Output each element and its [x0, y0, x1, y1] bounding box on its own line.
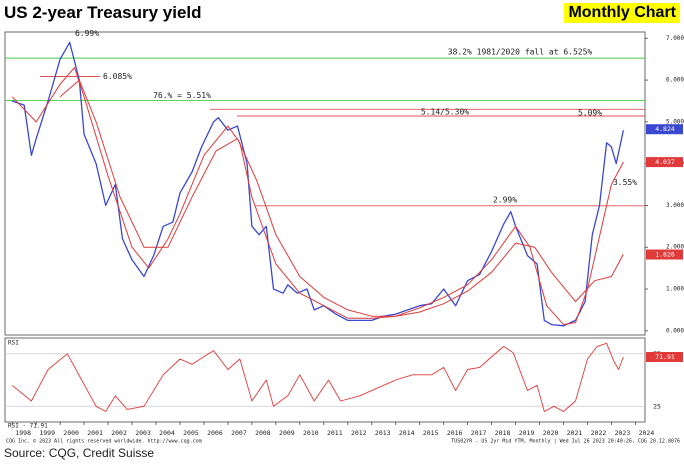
main-panel: [4, 31, 646, 336]
x-tick-label: 2021: [567, 429, 583, 437]
x-tick-label: 2001: [87, 429, 103, 437]
rsi-tick-label: 25: [653, 402, 661, 410]
x-tick-label: 2011: [327, 429, 343, 437]
y-tick-label: 3.000: [666, 202, 684, 209]
chart-title: US 2-year Treasury yield: [4, 3, 202, 22]
x-tick-label: 2005: [183, 429, 199, 437]
level-label: 5.14/5.30%: [421, 108, 469, 117]
yield-line: [11, 41, 625, 327]
price-label-box: [646, 157, 683, 168]
x-tick-label: 2000: [63, 429, 79, 437]
x-tick-label: 2014: [399, 429, 415, 437]
level-label: 6.085%: [103, 72, 132, 81]
price-label: 4.037: [655, 158, 675, 166]
level-label: 2.99%: [493, 195, 517, 204]
x-tick-label: 2012: [351, 429, 367, 437]
x-tick-label: 2019: [519, 429, 535, 437]
x-tick-label: 2018: [495, 429, 511, 437]
moving-average: [59, 79, 624, 317]
x-tick-label: 2002: [111, 429, 127, 437]
source: Source: CQG, Credit Suisse: [4, 446, 155, 460]
x-tick-label: 2016: [447, 429, 463, 437]
x-tick-label: 2023: [615, 429, 631, 437]
chart: CQG Inc. © 2023 All rights reserved worl…: [4, 29, 684, 445]
x-tick-label: 2004: [159, 429, 175, 437]
x-tick-label: 2022: [591, 429, 607, 437]
rsi-legend: RSI - 71.91: [8, 423, 48, 430]
price-label: 4.824: [655, 125, 675, 133]
level-label: 38.2% 1981/2020 fall at 6.525%: [448, 48, 593, 57]
rsi-line: [11, 342, 624, 412]
x-tick-label: 2008: [255, 429, 271, 437]
moving-average: [11, 67, 624, 326]
y-tick-label: 1.000: [666, 286, 684, 293]
x-tick-label: 2010: [303, 429, 319, 437]
note-label: 3.55%: [613, 178, 637, 187]
x-tick-label: 1998: [15, 429, 31, 437]
x-tick-label: 2020: [543, 429, 559, 437]
note-label: 6.99%: [75, 29, 99, 38]
x-tick-label: 1999: [39, 429, 55, 437]
x-tick-label: 2009: [279, 429, 295, 437]
x-tick-label: 2007: [231, 429, 247, 437]
rsi-last-box: [646, 351, 683, 362]
y-tick-label: 5.000: [666, 118, 684, 125]
x-tick-label: 2013: [375, 429, 391, 437]
footer-right: TUS02YR - US 2yr Mid YTM, Monthly | Wed …: [451, 439, 680, 445]
x-tick-label: 2017: [471, 429, 487, 437]
price-label-box: [646, 124, 683, 135]
level-label: 76.% = 5.51%: [153, 91, 211, 100]
y-tick-label: 7.000: [666, 35, 684, 42]
price-label-box: [646, 249, 683, 260]
x-tick-label: 2024: [639, 429, 655, 437]
price-label: 1.826: [655, 251, 675, 259]
y-tick-label: 6.000: [666, 77, 684, 84]
footer-left: CQG Inc. © 2023 All rights reserved worl…: [6, 439, 202, 445]
y-tick-label: 0.000: [666, 327, 684, 334]
x-tick-label: 2006: [207, 429, 223, 437]
note-label: 5.09%: [578, 109, 602, 118]
rsi-last-label: 71.91: [655, 353, 675, 361]
rsi-panel: [4, 337, 646, 423]
y-tick-label: 2.000: [666, 244, 684, 251]
x-tick-label: 2015: [423, 429, 439, 437]
rsi-label: RSI: [8, 340, 19, 347]
x-tick-label: 2003: [135, 429, 151, 437]
chart-subtitle: Monthly Chart: [564, 3, 680, 23]
